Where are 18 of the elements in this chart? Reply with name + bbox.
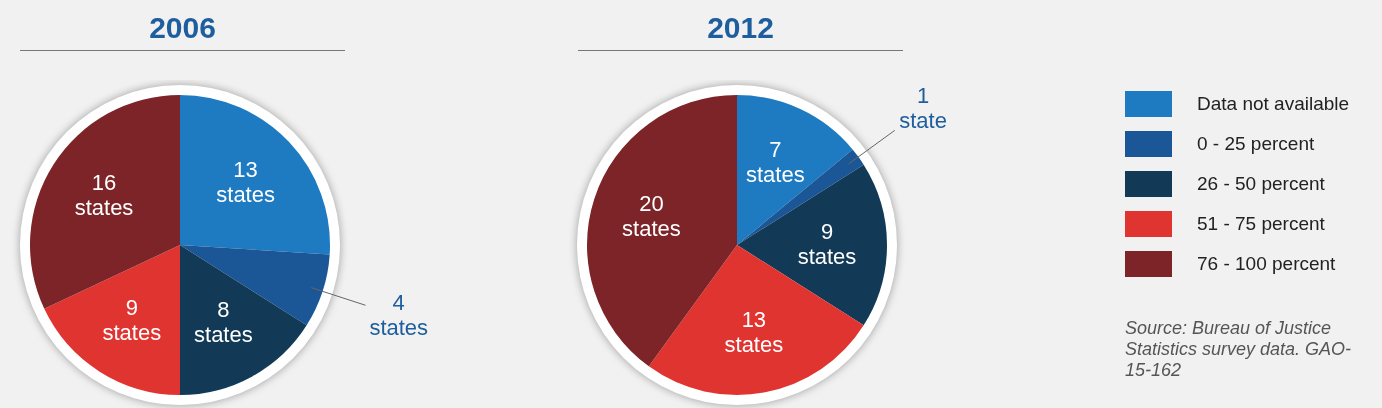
legend-label: Data not available <box>1197 93 1350 115</box>
data-label: 13 states <box>724 306 784 357</box>
data-label: 7 states <box>745 137 805 188</box>
legend-label: 76 - 100 percent <box>1197 253 1336 275</box>
data-label: 20 states <box>622 190 681 241</box>
source-note: Source: Bureau of Justice Statistics survey data. GAO-15-162 <box>1125 318 1353 381</box>
legend-label: 26 - 50 percent <box>1197 173 1325 195</box>
data-label: 1 state <box>899 83 947 134</box>
chart-title: 2012 <box>578 8 903 51</box>
data-label: 4 states <box>369 289 429 340</box>
legend-label: 0 - 25 percent <box>1197 133 1315 155</box>
data-label: 13 states <box>216 156 275 207</box>
data-label: 16 states <box>74 170 134 221</box>
chart-title: 2006 <box>20 8 345 51</box>
data-label: 8 states <box>194 297 253 348</box>
data-label: 9 states <box>102 294 162 345</box>
legend-label: 51 - 75 percent <box>1197 213 1325 235</box>
data-label: 9 states <box>797 218 857 269</box>
